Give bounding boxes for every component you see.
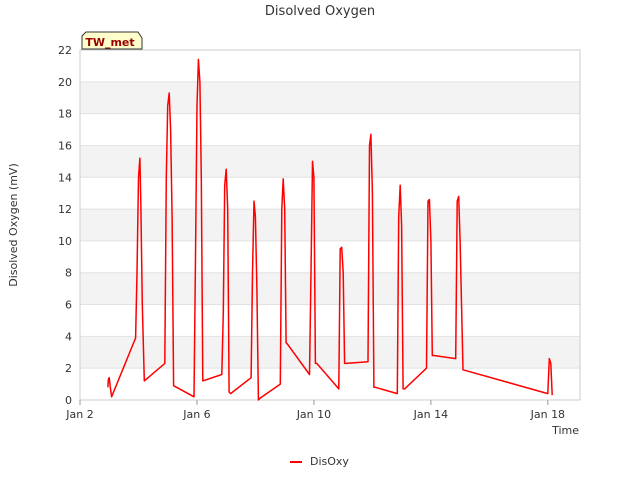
y-tick-label: 22	[58, 44, 72, 57]
x-tick-label: Jan 10	[296, 408, 331, 421]
y-tick-label: 20	[58, 76, 72, 89]
plot-frame	[79, 49, 581, 401]
legend: DisOxy	[290, 455, 349, 468]
grid-band	[80, 145, 580, 178]
chart-title: Disolved Oxygen	[265, 4, 375, 19]
y-tick-label: 2	[65, 362, 72, 375]
y-tick-label: 10	[58, 235, 72, 248]
y-tick-label: 8	[65, 267, 72, 280]
site-badge-label: TW_met	[85, 36, 134, 49]
y-tick-label: 12	[58, 203, 72, 216]
x-axis-label: Time	[551, 424, 579, 437]
y-tick-label: 6	[65, 299, 72, 312]
grid-bands	[80, 81, 580, 369]
x-tick-label: Jan 14	[413, 408, 448, 421]
series-line-disoxy	[107, 58, 553, 401]
y-tick-label: 0	[65, 394, 72, 407]
site-badge: TW_met	[81, 31, 143, 50]
y-tick-label: 16	[58, 139, 72, 152]
grid-band	[80, 209, 580, 241]
grid-band	[80, 272, 580, 305]
y-axis-ticks: 0 2 4 6 8 10 12 14 16 18 20 22	[58, 44, 72, 407]
y-tick-label: 4	[65, 330, 72, 343]
grid-band	[80, 336, 580, 369]
grid-band	[80, 81, 580, 114]
x-tick-label: Jan 18	[530, 408, 565, 421]
x-axis-ticks: Jan 2 Jan 6 Jan 10 Jan 14 Jan 18	[65, 400, 565, 421]
y-tick-label: 18	[58, 108, 72, 121]
y-axis-label: Disolved Oxygen (mV)	[7, 163, 20, 287]
y-tick-label: 14	[58, 171, 72, 184]
legend-label: DisOxy	[310, 455, 349, 468]
x-tick-label: Jan 6	[182, 408, 210, 421]
site-badge-shape	[81, 31, 143, 50]
series-layer	[107, 58, 553, 401]
x-tick-label: Jan 2	[65, 408, 93, 421]
